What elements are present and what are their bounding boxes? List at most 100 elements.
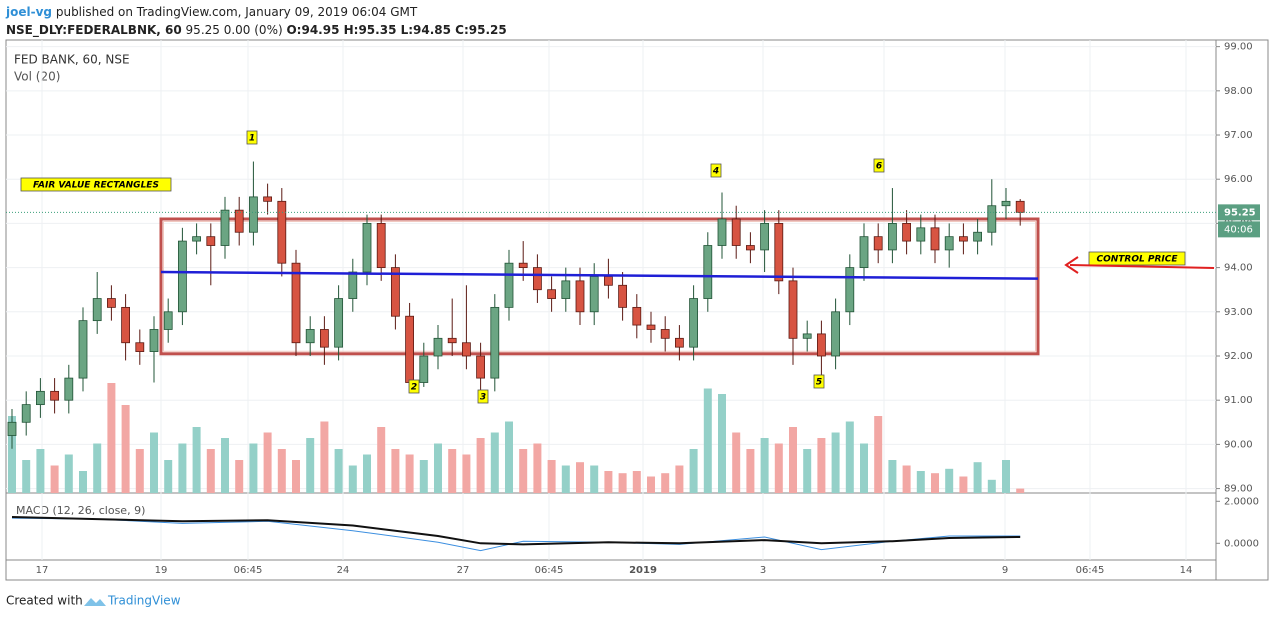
volume-bar [647,476,655,493]
point-label-box [873,158,885,173]
candle-body [845,267,855,313]
published: published on TradingView.com, January 09… [56,5,418,19]
volume-bar [462,454,471,493]
ohlc: O:94.95 H:95.35 L:94.85 C:95.25 [286,23,506,37]
candle-body [717,218,727,246]
volume-bar [178,443,187,493]
change: 95.25 0.00 (0%) [186,23,283,37]
candle-body [433,337,443,357]
volume-bar [36,449,45,493]
point-label: 6 [876,162,882,172]
volume-bar [505,421,513,493]
volume-bar [789,427,797,493]
volume-bar [618,473,627,493]
volume-bar [931,473,939,493]
footer-logo [84,598,106,606]
candle-body [1015,200,1025,213]
y-tick-label: 99.00 [1224,42,1253,53]
countdown-box [1218,221,1260,238]
candle-body [731,218,741,246]
candle-body [50,390,59,401]
volume-bar [519,449,528,493]
candle-body [547,289,556,299]
volume-title: Vol (20) [14,70,60,84]
countdown-label: 40:06 [1224,224,1253,235]
volume-bar [632,471,641,493]
volume-bar [164,460,173,493]
candle-body [390,267,400,317]
volume-bar [277,449,286,493]
volume-bar [192,427,201,493]
volume-bar [945,468,954,493]
x-tick-label: 17 [36,565,49,576]
point-label-box [813,374,825,389]
candle-body [234,209,244,233]
candle-body [248,196,258,233]
point-label-box [408,379,420,394]
volume-bar [803,449,812,493]
candle-body [1001,200,1011,207]
candle-body [490,306,500,379]
volume-bar [22,460,31,493]
y-tick-label: 97.00 [1224,130,1253,141]
point-label: 2 [411,383,417,393]
last-price-box [1218,204,1260,221]
candle-body [78,320,88,379]
volume-bar [221,438,229,493]
candle-body [944,236,954,251]
candle-body [788,280,798,339]
candle-body [107,298,116,308]
symbol-line: NSE_DLY:FEDERALBNK, 60 95.25 0.00 (0%) O… [6,23,507,38]
volume-bar [874,416,883,493]
volume-bar [405,454,414,493]
control-line [160,270,1039,280]
candle-body [192,236,202,242]
y-tick-label: 93.00 [1224,307,1253,318]
candle-body [660,329,670,339]
x-tick-label: 06:45 [535,565,564,576]
volume-bar [434,443,442,493]
footer-created: Created with [6,594,83,608]
point-label-box [246,130,258,145]
candle-body [92,298,102,322]
candle-body [121,306,130,344]
candle-body [376,223,386,269]
volume-bar [490,432,499,493]
candle-body [362,223,372,273]
chart-title: FED BANK, 60, NSE [14,53,130,67]
candle-body [476,355,486,379]
volume-bar [689,449,698,493]
candle-body [447,337,457,344]
volume-bar [732,432,741,493]
y-tick-label: 96.00 [1224,174,1253,185]
candle-body [334,298,344,348]
volume-bar [121,405,130,493]
candle-body [149,329,159,352]
candle-body [135,342,145,352]
volume-bar [959,476,968,493]
volume-bar [916,471,925,493]
candle-body [319,329,329,348]
candle-body [163,311,173,330]
volume-bar [973,462,982,493]
candle-body [7,421,17,436]
candle-body [604,276,613,286]
x-tick-label: 3 [760,565,766,576]
fair-value-rectangle [159,217,1040,356]
arrow-head [1064,256,1079,274]
x-tick-label: 7 [881,565,887,576]
candle-body [461,342,471,357]
candle-body [959,236,968,242]
volume-bar [476,438,485,493]
volume-bar [675,465,684,493]
volume-bar [263,432,272,493]
candle-body [902,223,911,242]
volume-bar [306,438,315,493]
volume-bar [703,388,712,493]
candle-body [575,280,585,313]
volume-bar [774,443,783,493]
frame [5,39,1269,581]
control-price-label-box [1088,251,1186,266]
fair-value-rectangle-inner [163,220,1036,352]
x-tick-label: 06:45 [1076,565,1105,576]
